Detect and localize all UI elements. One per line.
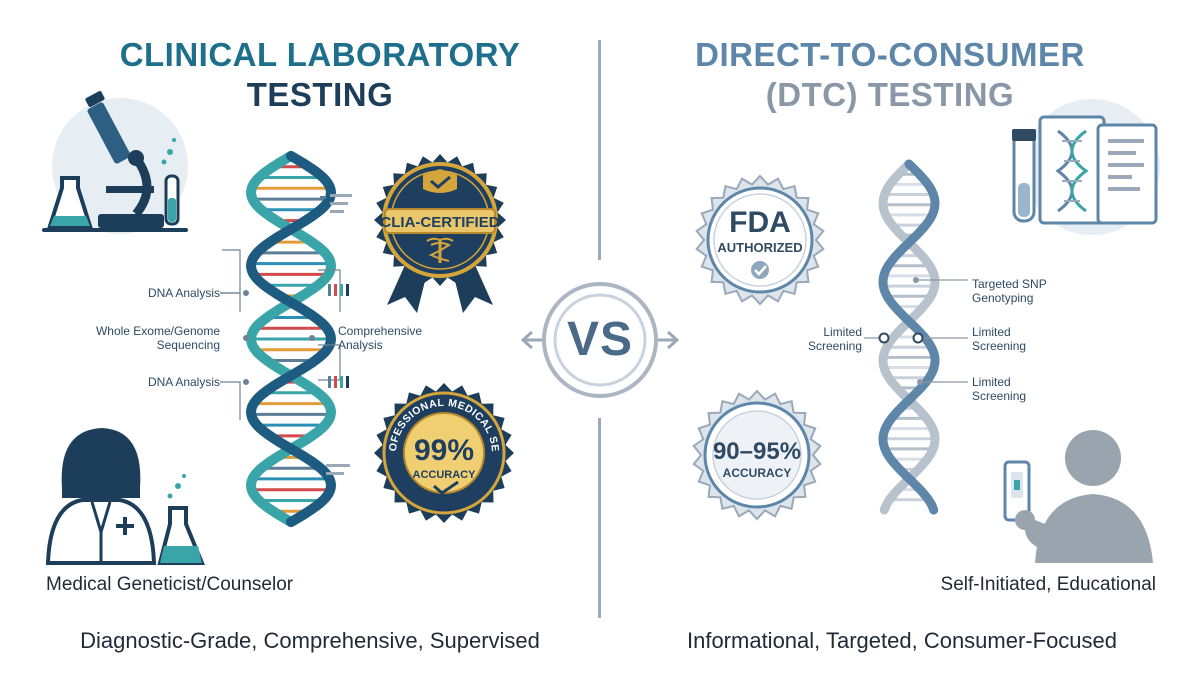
right-connector-lines — [864, 277, 968, 385]
accuracy-90-95-percent: 90–95% — [713, 438, 801, 465]
label-limited-bottom-line2: Screening — [972, 389, 1027, 403]
fda-badge-line1: FDA — [729, 206, 791, 239]
vs-rings-icon — [520, 282, 680, 398]
right-tagline: Informational, Targeted, Consumer-Focuse… — [686, 628, 1118, 653]
label-limited-right-line2: Screening — [972, 339, 1027, 353]
center-divider-top — [598, 40, 601, 260]
label-whole-exome-line1: Whole Exome/Genome — [95, 324, 220, 338]
vs-emblem: VS — [520, 270, 680, 410]
left-caption: Medical Geneticist/Counselor — [46, 574, 294, 595]
label-comprehensive: Comprehensive Analysis — [338, 324, 448, 352]
accuracy-99-label: ACCURACY — [413, 469, 477, 481]
label-limited-left-line1: Limited — [823, 325, 862, 339]
clia-certified-badge: CLIA-CERTIFIED — [365, 145, 515, 315]
test-kit-report-icon — [1000, 95, 1170, 245]
left-title: CLINICAL LABORATORY TESTING — [40, 35, 600, 115]
accuracy-99-percent: 99% — [414, 434, 474, 467]
fda-authorized-badge: FDA AUTHORIZED — [690, 170, 830, 310]
accuracy-90-95-badge: 90–95% ACCURACY — [687, 385, 827, 525]
label-limited-bottom: Limited Screening — [972, 375, 1072, 403]
label-limited-left: Limited Screening — [780, 325, 862, 353]
fda-badge-line2: AUTHORIZED — [717, 240, 802, 255]
left-connector-lines — [220, 194, 352, 475]
vs-label: VS — [566, 313, 634, 366]
accuracy-99-badge: PROFESSIONAL MEDICAL SEAL 99% ACCURACY — [368, 371, 517, 525]
geneticist-icon — [42, 420, 207, 565]
label-limited-bottom-line1: Limited — [972, 375, 1011, 389]
clia-badge-text: CLIA-CERTIFIED — [380, 214, 499, 231]
right-caption: Self-Initiated, Educational — [940, 574, 1156, 595]
left-dna-helix-icon — [226, 150, 356, 528]
label-dna-analysis-2: DNA Analysis — [147, 375, 220, 389]
label-comprehensive-line2: Analysis — [338, 338, 383, 352]
label-limited-right: Limited Screening — [972, 325, 1072, 353]
right-dna-helix-icon — [868, 158, 950, 516]
microscope-icon — [40, 88, 190, 238]
label-targeted-snp: Targeted SNP Genotyping — [972, 277, 1082, 305]
left-title-line2: TESTING — [246, 76, 394, 113]
left-tagline: Diagnostic-Grade, Comprehensive, Supervi… — [80, 628, 540, 653]
right-title-line2: (DTC) TESTING — [765, 76, 1015, 113]
consumer-person-icon — [995, 420, 1160, 565]
label-whole-exome: Whole Exome/Genome Sequencing — [70, 324, 220, 352]
center-divider-bottom — [598, 418, 601, 618]
label-whole-exome-line2: Sequencing — [156, 338, 220, 352]
accuracy-90-95-label: ACCURACY — [723, 466, 792, 480]
label-limited-left-line2: Screening — [807, 339, 862, 353]
label-dna-analysis-1: DNA Analysis — [147, 286, 220, 300]
right-title-line1: DIRECT-TO-CONSUMER — [695, 36, 1085, 73]
label-targeted-snp-line1: Targeted SNP — [972, 277, 1047, 291]
label-limited-right-line1: Limited — [972, 325, 1011, 339]
label-comprehensive-line1: Comprehensive — [338, 324, 423, 338]
left-title-line1: CLINICAL LABORATORY — [119, 36, 521, 73]
right-title: DIRECT-TO-CONSUMER (DTC) TESTING — [600, 35, 1180, 115]
label-targeted-snp-line2: Genotyping — [972, 291, 1034, 305]
